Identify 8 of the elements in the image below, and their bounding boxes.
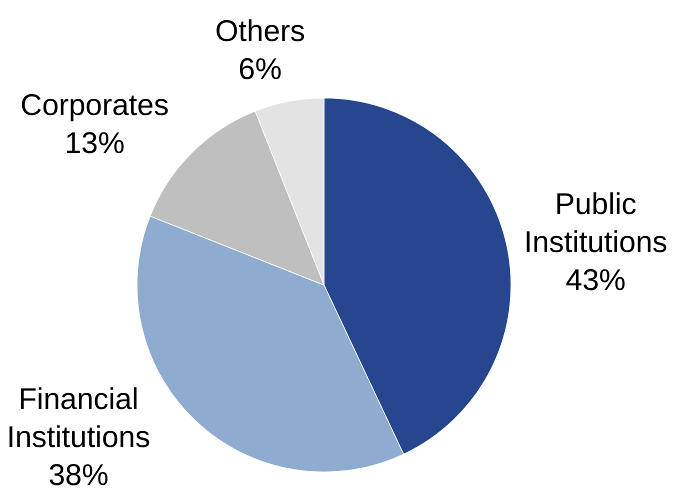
data-label: 13% (64, 126, 125, 160)
slice-label: Public Institutions (524, 188, 668, 259)
data-label: 43% (566, 264, 626, 297)
data-label: 38% (48, 459, 109, 492)
slice-label: Financial Institutions (6, 383, 150, 454)
slice-label: Corporates (20, 88, 169, 122)
slice-label: Others (215, 15, 306, 48)
data-label: 6% (238, 53, 282, 86)
